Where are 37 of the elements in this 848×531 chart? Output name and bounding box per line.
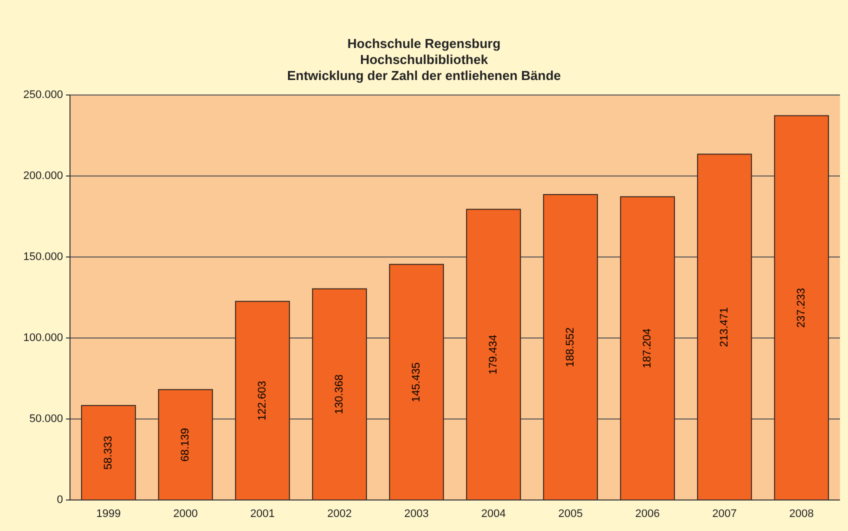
x-tick-label: 1999 xyxy=(96,508,121,520)
x-tick-label: 2008 xyxy=(789,508,814,520)
data-label: 145.435 xyxy=(410,362,422,402)
bar xyxy=(312,288,367,500)
data-label: 58.333 xyxy=(102,436,114,470)
bar xyxy=(774,115,829,500)
x-tick-label: 2004 xyxy=(481,508,506,520)
y-tick-label: 150.000 xyxy=(23,251,63,263)
bar xyxy=(697,154,752,500)
y-tick-label: 0 xyxy=(56,494,63,506)
y-tick-label: 100.000 xyxy=(23,332,63,344)
x-tick-label: 2007 xyxy=(712,508,737,520)
data-label: 68.139 xyxy=(180,428,192,462)
bar xyxy=(158,389,213,500)
y-tick-label: 50.000 xyxy=(29,413,63,425)
bar xyxy=(235,300,290,500)
bar xyxy=(543,194,598,500)
x-tick-label: 2005 xyxy=(558,508,583,520)
bar xyxy=(81,405,136,500)
x-tick-label: 2006 xyxy=(635,508,660,520)
bar xyxy=(389,264,444,500)
data-label: 130.368 xyxy=(334,374,346,414)
data-label: 237.233 xyxy=(796,288,808,328)
data-label: 179.434 xyxy=(488,334,500,375)
x-tick-label: 2003 xyxy=(404,508,429,520)
data-label: 122.603 xyxy=(256,380,268,421)
bar xyxy=(466,208,521,500)
x-tick-label: 2002 xyxy=(327,508,352,520)
data-label: 187.204 xyxy=(642,328,654,368)
x-tick-label: 2001 xyxy=(250,508,275,520)
data-label: 213.471 xyxy=(718,307,730,347)
y-tick-label: 200.000 xyxy=(23,170,63,182)
y-tick-label: 250.000 xyxy=(23,89,63,101)
data-label: 188.552 xyxy=(564,327,576,368)
x-tick-label: 2000 xyxy=(173,508,198,520)
chart-title: Hochschule Regensburg Hochschulbibliothek Entwicklung der Zahl der entliehenen Bände xyxy=(287,36,561,83)
bar xyxy=(620,196,675,500)
